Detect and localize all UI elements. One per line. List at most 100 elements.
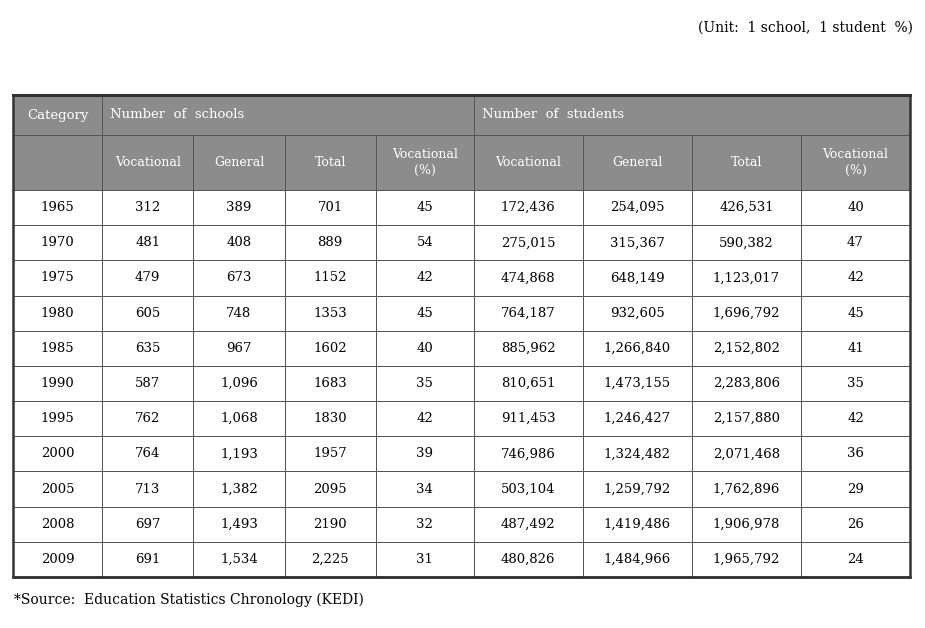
Bar — [102, 225, 193, 261]
Text: 1,096: 1,096 — [220, 377, 258, 390]
Bar — [474, 296, 583, 331]
Bar — [801, 225, 910, 261]
Bar — [285, 225, 376, 261]
Text: *Source:  Education Statistics Chronology (KEDI): *Source: Education Statistics Chronology… — [14, 593, 364, 607]
Text: 42: 42 — [847, 412, 864, 425]
Text: 810,651: 810,651 — [501, 377, 556, 390]
Bar — [376, 366, 474, 401]
Text: General: General — [214, 156, 264, 169]
Bar — [102, 366, 193, 401]
Bar — [583, 261, 692, 296]
Text: 1980: 1980 — [41, 306, 74, 320]
Text: 1,696,792: 1,696,792 — [712, 306, 780, 320]
Text: 315,367: 315,367 — [610, 236, 665, 249]
Bar — [13, 296, 102, 331]
Text: 32: 32 — [416, 517, 433, 531]
Text: 967: 967 — [227, 342, 252, 355]
Bar — [102, 135, 193, 190]
Text: 41: 41 — [847, 342, 864, 355]
Text: 2000: 2000 — [41, 447, 74, 460]
Text: 1985: 1985 — [41, 342, 74, 355]
Text: 31: 31 — [416, 553, 433, 566]
Text: 254,095: 254,095 — [610, 201, 664, 214]
Bar — [583, 331, 692, 366]
Bar — [474, 366, 583, 401]
Text: 2005: 2005 — [41, 482, 74, 495]
Bar — [692, 225, 801, 261]
Bar — [13, 472, 102, 507]
Bar — [692, 472, 801, 507]
Text: 2008: 2008 — [41, 517, 74, 531]
Text: 54: 54 — [416, 236, 433, 249]
Text: 673: 673 — [227, 271, 252, 284]
Bar — [474, 331, 583, 366]
Bar — [102, 507, 193, 542]
Text: General: General — [612, 156, 662, 169]
Bar — [285, 366, 376, 401]
Bar — [193, 261, 285, 296]
Bar — [376, 401, 474, 436]
Bar — [474, 436, 583, 472]
Text: 34: 34 — [416, 482, 433, 495]
Bar — [102, 95, 474, 135]
Bar — [801, 472, 910, 507]
Text: 2095: 2095 — [314, 482, 347, 495]
Text: 24: 24 — [847, 553, 864, 566]
Text: 2,283,806: 2,283,806 — [713, 377, 780, 390]
Bar — [285, 507, 376, 542]
Text: 42: 42 — [416, 412, 433, 425]
Text: 713: 713 — [135, 482, 160, 495]
Text: 2190: 2190 — [314, 517, 347, 531]
Text: 1,965,792: 1,965,792 — [713, 553, 780, 566]
Bar — [285, 261, 376, 296]
Bar — [13, 261, 102, 296]
Bar — [13, 190, 102, 225]
Bar — [13, 95, 910, 577]
Bar — [583, 472, 692, 507]
Text: 35: 35 — [416, 377, 433, 390]
Bar — [102, 401, 193, 436]
Text: 1,762,896: 1,762,896 — [713, 482, 780, 495]
Text: 275,015: 275,015 — [501, 236, 556, 249]
Text: Total: Total — [314, 156, 346, 169]
Text: Vocational: Vocational — [495, 156, 561, 169]
Bar — [102, 296, 193, 331]
Text: 764: 764 — [135, 447, 160, 460]
Text: 42: 42 — [416, 271, 433, 284]
Text: 45: 45 — [416, 306, 433, 320]
Text: 36: 36 — [847, 447, 864, 460]
Text: 748: 748 — [227, 306, 252, 320]
Bar — [285, 135, 376, 190]
Bar — [193, 472, 285, 507]
Text: 1,382: 1,382 — [220, 482, 258, 495]
Text: 2,071,468: 2,071,468 — [713, 447, 780, 460]
Text: (Unit:  1 school,  1 student  %): (Unit: 1 school, 1 student %) — [698, 21, 913, 35]
Bar — [102, 542, 193, 577]
Text: 605: 605 — [135, 306, 160, 320]
Text: 590,382: 590,382 — [719, 236, 773, 249]
Bar — [13, 225, 102, 261]
Bar — [376, 542, 474, 577]
Bar — [801, 261, 910, 296]
Bar — [474, 401, 583, 436]
Text: 35: 35 — [847, 377, 864, 390]
Text: 648,149: 648,149 — [610, 271, 665, 284]
Bar — [376, 507, 474, 542]
Text: 1,493: 1,493 — [220, 517, 258, 531]
Bar — [193, 135, 285, 190]
Text: 1,419,486: 1,419,486 — [604, 517, 671, 531]
Bar — [102, 436, 193, 472]
Bar — [583, 225, 692, 261]
Text: 389: 389 — [227, 201, 252, 214]
Bar — [692, 296, 801, 331]
Bar — [474, 542, 583, 577]
Bar — [583, 542, 692, 577]
Bar — [285, 190, 376, 225]
Text: 697: 697 — [135, 517, 160, 531]
Bar — [13, 135, 102, 190]
Bar — [376, 225, 474, 261]
Text: 1602: 1602 — [314, 342, 347, 355]
Text: 40: 40 — [416, 342, 433, 355]
Text: 29: 29 — [847, 482, 864, 495]
Bar — [474, 261, 583, 296]
